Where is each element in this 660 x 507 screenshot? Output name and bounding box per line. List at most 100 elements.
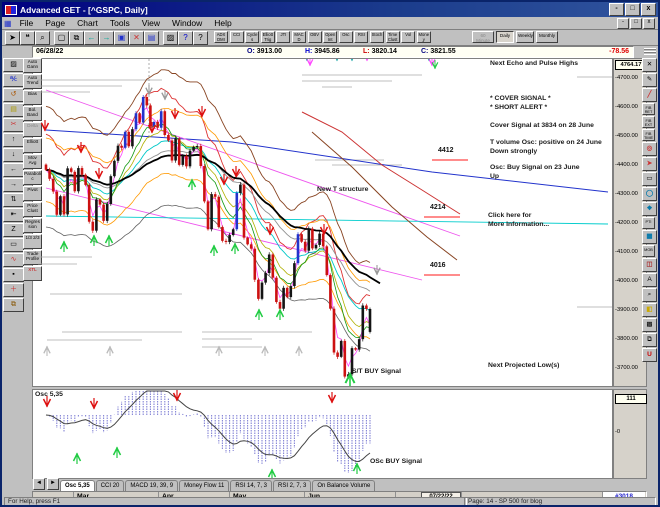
- chart-annotation[interactable]: Click here for: [488, 212, 532, 219]
- save-chart-icon[interactable]: ⧉: [3, 298, 24, 312]
- pointer-icon[interactable]: ➤: [5, 31, 20, 45]
- study-button-open-int[interactable]: Open Int: [323, 31, 338, 43]
- open-layout-icon[interactable]: ⧉: [69, 31, 84, 45]
- study-button-rsi[interactable]: RSI: [354, 31, 369, 43]
- text-tool-button[interactable]: A: [642, 273, 657, 287]
- study-item-trade-profile[interactable]: Trade Profile: [23, 250, 42, 265]
- tab-rsi-2-7-3[interactable]: RSI 2, 7, 3: [273, 480, 312, 491]
- study-item-price-clust[interactable]: Price Clust: [23, 202, 42, 217]
- study-button-adx-dmi[interactable]: ADX DMI: [214, 31, 228, 43]
- menu-page[interactable]: Page: [45, 18, 66, 28]
- copy-page-icon[interactable]: ⧉: [642, 333, 657, 347]
- study-button-osc[interactable]: Osc: [338, 31, 353, 43]
- context-help-icon[interactable]: ?: [193, 31, 208, 45]
- new-chart-icon[interactable]: ▢: [54, 31, 69, 45]
- reset-studies-icon[interactable]: ↺: [3, 88, 24, 102]
- study-item-regression[interactable]: Regression: [23, 218, 42, 233]
- mdi-minimize-button[interactable]: -: [617, 17, 629, 29]
- study-item-parabolic[interactable]: Parabolic: [23, 170, 42, 185]
- oscillator-pane[interactable]: [32, 389, 613, 479]
- delete-icon[interactable]: ✕: [129, 31, 144, 45]
- study-button-money-flow[interactable]: Money Flow: [416, 31, 431, 43]
- pti-button[interactable]: PTI: [642, 217, 655, 229]
- menu-window[interactable]: Window: [172, 18, 203, 28]
- study-item-1-3-2-3[interactable]: 1/3 2/3: [23, 234, 42, 249]
- study-button-cycles[interactable]: Cycles: [245, 31, 260, 43]
- chart-annotation[interactable]: More Information...: [488, 221, 550, 228]
- rectangle-tool-icon[interactable]: ▭: [642, 172, 657, 186]
- fib-icon[interactable]: ▪: [3, 268, 24, 282]
- grid-tool-icon[interactable]: ▦: [642, 230, 657, 244]
- forward-icon[interactable]: →: [99, 31, 114, 45]
- help-icon[interactable]: ?: [178, 31, 193, 45]
- zoom-tool-icon[interactable]: ⌕: [642, 288, 657, 302]
- study-button-jti[interactable]: JTI: [276, 31, 291, 43]
- study-button-macd[interactable]: MACD: [292, 31, 306, 43]
- tab-scroll-left-button[interactable]: ◄: [33, 478, 45, 490]
- symbols-icon[interactable]: ℀: [3, 73, 24, 87]
- crosshair-icon[interactable]: ＋: [3, 283, 24, 297]
- scale-icon[interactable]: ⇅: [3, 193, 24, 207]
- menu-chart[interactable]: Chart: [77, 18, 98, 28]
- undo-button[interactable]: U: [642, 348, 657, 362]
- fib-time-button[interactable]: FIB TIME: [642, 129, 655, 141]
- scroll-left-icon[interactable]: ←: [3, 163, 24, 177]
- fib-retracement-button[interactable]: FIB RET: [642, 103, 655, 115]
- study-button-elliott-trig[interactable]: Elliott Trig: [260, 31, 275, 43]
- study-item-auto-gann[interactable]: Auto Gann: [23, 58, 42, 73]
- study-button-vol[interactable]: Vol: [401, 31, 416, 43]
- lines-icon[interactable]: ∿: [3, 253, 24, 267]
- study-item-auto-trend[interactable]: Auto Trend: [23, 74, 42, 89]
- tab-cci-20[interactable]: CCI 20: [95, 480, 125, 491]
- study-button-stoch[interactable]: Stoch: [370, 31, 384, 43]
- study-item-xtl[interactable]: XTL: [23, 266, 42, 281]
- tab-scroll-right-button[interactable]: ►: [47, 478, 59, 490]
- study-button-time-clust[interactable]: Time Clust: [385, 31, 400, 43]
- print-icon[interactable]: ▨: [163, 31, 178, 45]
- tab-money-flow-11[interactable]: Money Flow 11: [179, 480, 230, 491]
- box-select-icon[interactable]: ▭: [3, 238, 24, 252]
- clipboard-icon[interactable]: ▣: [114, 31, 129, 45]
- scroll-up-icon[interactable]: ↑: [3, 133, 24, 147]
- scroll-down-icon[interactable]: ↓: [3, 148, 24, 162]
- mob-button[interactable]: MOB: [642, 245, 655, 257]
- compress-icon[interactable]: ⇤: [3, 208, 24, 222]
- mdi-restore-button[interactable]: □: [630, 17, 642, 29]
- study-item-mov-avg[interactable]: Mov Avg: [23, 154, 42, 169]
- mdi-close-button[interactable]: x: [643, 17, 655, 29]
- trendline-icon[interactable]: ╱: [642, 88, 657, 102]
- brush-tool-icon[interactable]: ❖: [642, 202, 657, 216]
- tab-rsi-14-7-3[interactable]: RSI 14, 7, 3: [230, 480, 272, 491]
- back-icon[interactable]: ←: [84, 31, 99, 45]
- study-item-bol-band[interactable]: Bol. Band: [23, 106, 42, 121]
- study-item-bias[interactable]: Bias: [23, 90, 42, 105]
- minimize-button[interactable]: -: [609, 3, 624, 16]
- oscillator-axis[interactable]: 111 -0: [613, 389, 647, 479]
- menu-file[interactable]: File: [19, 18, 34, 28]
- period-button-monthly[interactable]: Monthly: [536, 31, 558, 43]
- study-button-cci[interactable]: CCI: [229, 31, 244, 43]
- study-item-pivot[interactable]: Pivot: [23, 186, 42, 201]
- tab-on-balance-volume[interactable]: On Balance Volume: [312, 480, 376, 491]
- color-tool-icon[interactable]: ◧: [642, 303, 657, 317]
- pane-splitter[interactable]: [32, 387, 647, 389]
- menu-view[interactable]: View: [141, 18, 161, 28]
- preview-icon[interactable]: ◫: [642, 258, 657, 272]
- period-button-daily[interactable]: Daily: [496, 31, 514, 43]
- close-drawbar-icon[interactable]: ✕: [642, 58, 657, 72]
- close-button[interactable]: x: [641, 3, 656, 16]
- expand-z-icon[interactable]: Z: [3, 223, 24, 237]
- tab-macd-19-39-9[interactable]: MACD 19, 39, 9: [125, 480, 179, 491]
- pencil-icon[interactable]: ✎: [642, 73, 657, 87]
- fib-extension-button[interactable]: FIB EXT: [642, 116, 655, 128]
- toolbar-gripper[interactable]: [644, 48, 656, 55]
- price-axis[interactable]: 4764.17 -4700.00 -4600.00 -4500.00 -4400.00…: [613, 58, 647, 387]
- insert-object-icon[interactable]: ▤: [144, 31, 159, 45]
- study-editor-icon[interactable]: ▤: [3, 103, 24, 117]
- zoom-icon[interactable]: ⌕: [35, 31, 50, 45]
- chart-wizard-icon[interactable]: ▨: [3, 58, 24, 72]
- scroll-right-icon[interactable]: →: [3, 178, 24, 192]
- erase-study-icon[interactable]: ✂: [3, 118, 24, 132]
- snapshot-icon[interactable]: ▩: [642, 318, 657, 332]
- quote-icon[interactable]: ❝: [20, 31, 35, 45]
